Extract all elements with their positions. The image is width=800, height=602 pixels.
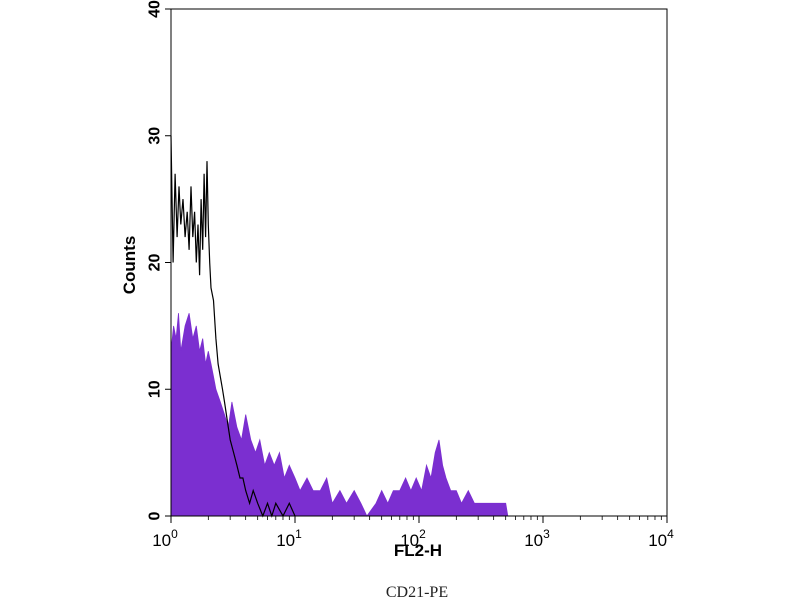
x-tick-label: 101 (276, 527, 302, 550)
plot-layer (170, 135, 509, 518)
series-filled-histogram (170, 313, 509, 517)
y-tick-label: 30 (147, 127, 164, 145)
x-axis-label: FL2-H (394, 541, 442, 560)
figure-caption: CD21-PE (385, 584, 449, 601)
y-tick-label: 20 (147, 254, 164, 272)
x-tick-label: 102 (400, 527, 426, 550)
y-axis-label: Counts (120, 236, 139, 295)
y-tick-label: 0 (147, 511, 164, 520)
y-tick-label: 10 (147, 380, 164, 398)
x-tick-label: 103 (524, 527, 550, 550)
series-outline-histogram (170, 135, 296, 518)
x-tick-label: 100 (152, 527, 178, 550)
y-tick-label: 40 (147, 0, 164, 18)
x-tick-label: 104 (648, 527, 674, 550)
ticks-layer: 0 10 20 30 40 100 101 102 103 104 (147, 0, 675, 550)
